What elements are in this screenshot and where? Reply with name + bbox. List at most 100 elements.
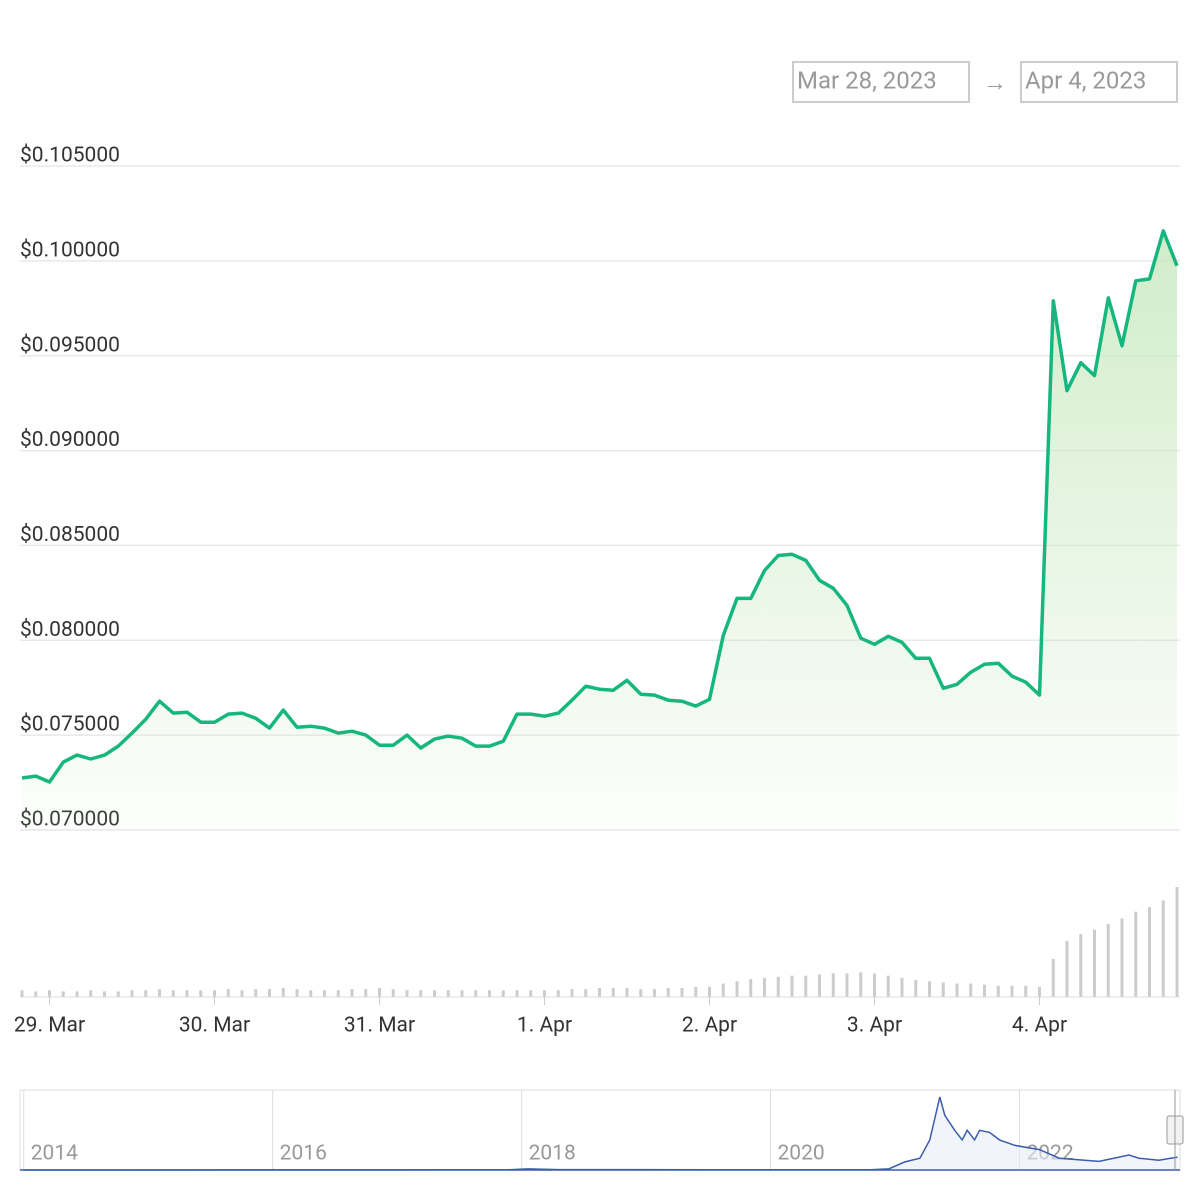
- volume-bar: [116, 991, 120, 997]
- volume-bar: [1093, 929, 1096, 997]
- volume-bar: [158, 989, 161, 997]
- volume-bar: [928, 981, 931, 997]
- x-tick-label: 29. Mar: [14, 1014, 85, 1038]
- price-area: [22, 230, 1177, 830]
- volume-bar: [103, 991, 106, 997]
- volume-bar: [130, 990, 134, 997]
- y-tick-label: $0.075000: [20, 713, 120, 737]
- x-tick-label: 2. Apr: [682, 1014, 737, 1038]
- y-tick-label: $0.105000: [20, 144, 120, 168]
- volume-bar: [254, 989, 258, 997]
- volume-bar: [831, 973, 835, 997]
- volume-bar: [1065, 940, 1069, 997]
- volume-bar: [556, 990, 560, 997]
- x-tick-label: 31. Mar: [344, 1014, 415, 1038]
- volume-bar: [886, 975, 890, 997]
- navigator-area: [23, 1097, 1178, 1170]
- volume-bar: [721, 983, 725, 997]
- volume-bar: [501, 990, 505, 997]
- volume-bar: [653, 989, 656, 997]
- volume-bar: [1079, 934, 1083, 997]
- volume-bar: [144, 990, 148, 997]
- volume-bar: [900, 977, 904, 997]
- volume-bar: [433, 990, 436, 997]
- volume-bar: [1148, 907, 1151, 997]
- volume-bar: [515, 990, 519, 997]
- volume-bar: [1175, 887, 1179, 997]
- volume-bar: [845, 973, 849, 997]
- volume-bar: [859, 972, 863, 997]
- volume-bar: [474, 990, 478, 997]
- y-tick-label: $0.090000: [20, 428, 120, 452]
- volume-bar: [350, 989, 354, 997]
- volume-bar: [639, 989, 643, 997]
- volume-bar: [460, 990, 464, 997]
- volume-bar: [969, 983, 973, 997]
- volume-bar: [446, 990, 450, 997]
- date-input[interactable]: [1020, 61, 1178, 103]
- volume-bar: [61, 991, 65, 997]
- volume-bar: [776, 976, 780, 997]
- volume-bar: [488, 990, 491, 997]
- volume-bar: [405, 990, 409, 997]
- volume-bar: [708, 986, 711, 997]
- volume-bar: [955, 983, 959, 997]
- volume-bar: [20, 990, 24, 997]
- volume-bar: [694, 986, 698, 997]
- volume-bar: [735, 981, 739, 997]
- volume-bar: [529, 990, 533, 997]
- volume-bar: [48, 990, 51, 997]
- volume-bar: [268, 989, 271, 997]
- volume-bar: [996, 985, 1000, 997]
- y-tick-label: $0.095000: [20, 333, 120, 357]
- volume-bar: [171, 990, 175, 997]
- volume-bar: [804, 975, 808, 997]
- volume-bar: [213, 990, 216, 997]
- volume-bar: [914, 980, 918, 997]
- x-tick-label: 2014: [31, 1142, 78, 1166]
- volume-bar: [1024, 985, 1028, 997]
- volume-bar: [75, 991, 79, 997]
- price-line: [21, 229, 1179, 784]
- date-input[interactable]: [792, 61, 970, 103]
- volume-bar: [1120, 918, 1124, 997]
- volume-bar: [378, 988, 381, 997]
- volume-bar: [281, 988, 285, 997]
- volume-bar: [240, 990, 244, 997]
- volume-bar: [199, 990, 203, 997]
- x-tick-label: 1. Apr: [517, 1014, 572, 1038]
- x-tick-label: 2016: [280, 1142, 327, 1166]
- date-from: Mar 28, 2023: [797, 66, 937, 94]
- volume-bar: [391, 989, 395, 997]
- volume-bar: [625, 988, 629, 997]
- x-tick-label: 2018: [529, 1142, 576, 1166]
- volume-bar: [419, 990, 423, 997]
- volume-bar: [611, 988, 615, 997]
- volume-bar: [1010, 985, 1014, 997]
- range-arrow: →: [983, 68, 1007, 96]
- x-tick-label: 30. Mar: [179, 1014, 250, 1038]
- volume-bar: [1038, 986, 1041, 997]
- volume-bar: [34, 991, 38, 997]
- volume-bar: [1106, 924, 1110, 997]
- volume-bar: [1134, 911, 1138, 997]
- volume-bar: [680, 988, 684, 997]
- volume-bar: [763, 977, 766, 997]
- volume-bar: [873, 973, 876, 997]
- x-tick-label: 3. Apr: [847, 1014, 902, 1038]
- volume-bar: [226, 989, 230, 997]
- volume-bar: [570, 989, 574, 997]
- volume-bar: [543, 990, 546, 997]
- y-tick-label: $0.100000: [20, 238, 120, 262]
- volume-bar: [364, 989, 368, 997]
- volume-bar: [584, 989, 588, 997]
- volume-bar: [295, 989, 299, 997]
- volume-bar: [983, 984, 986, 997]
- date-to: Apr 4, 2023: [1025, 66, 1146, 94]
- y-tick-label: $0.080000: [20, 618, 120, 642]
- volume-bar: [185, 990, 189, 997]
- volume-bar: [89, 990, 93, 997]
- x-tick-label: 4. Apr: [1012, 1014, 1067, 1038]
- volume-bar: [309, 990, 313, 997]
